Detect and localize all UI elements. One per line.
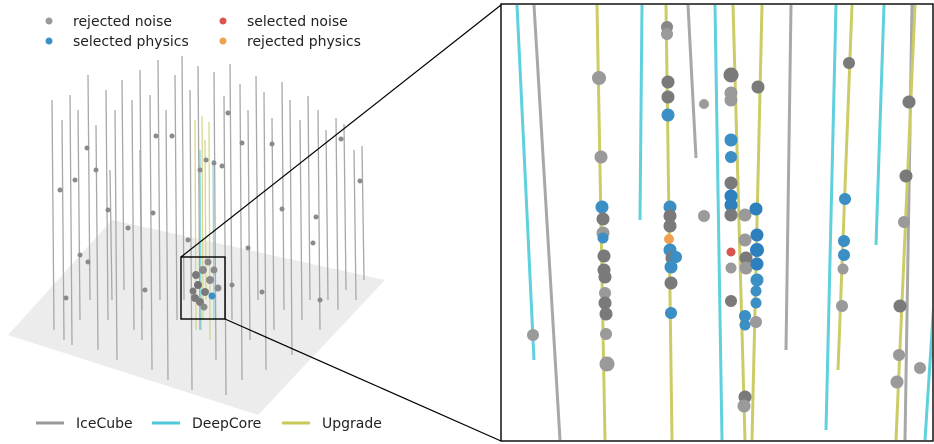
legend-label-selected-physics: selected physics — [73, 34, 189, 50]
legend-label-rejected-noise: rejected noise — [73, 14, 172, 30]
legend-marker-rejected-physics — [219, 37, 227, 45]
legend-marker-selected-noise — [219, 17, 227, 25]
string-legend: IceCube DeepCore Upgrade — [36, 416, 382, 432]
legend-label-selected-noise: selected noise — [247, 14, 348, 30]
zoom-connector-bottom — [224, 318, 502, 442]
hits-zoom — [527, 21, 926, 413]
legend-marker-selected-physics — [45, 37, 53, 45]
legend-label-deepcore: DeepCore — [192, 416, 261, 432]
zoom-region-box — [180, 256, 226, 320]
legend-marker-rejected-noise — [45, 17, 53, 25]
legend-label-icecube: IceCube — [76, 416, 133, 432]
legend-label-rejected-physics: rejected physics — [247, 34, 361, 50]
hit-cluster-left — [189, 258, 222, 311]
legend-label-upgrade: Upgrade — [322, 416, 382, 432]
hit-legend: rejected noise selected physics selected… — [45, 14, 361, 50]
hits-left — [57, 110, 363, 303]
zoom-connector-top — [180, 4, 502, 258]
icecube-strings — [51, 55, 365, 396]
deepcore-strings-zoom — [515, 5, 932, 440]
zoom-panel — [500, 3, 934, 442]
